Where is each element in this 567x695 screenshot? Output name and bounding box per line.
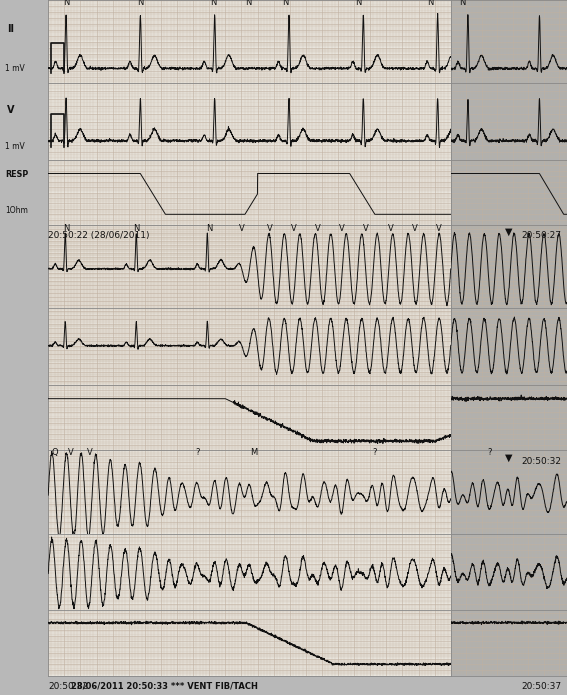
Text: 20:50:32: 20:50:32	[524, 462, 565, 471]
Text: 20:50:37: 20:50:37	[521, 682, 561, 691]
Text: V: V	[412, 224, 417, 233]
Text: N: N	[428, 0, 434, 8]
Text: N: N	[63, 0, 69, 8]
Text: ?: ?	[487, 448, 492, 457]
Text: V: V	[87, 448, 93, 457]
Text: V: V	[339, 224, 345, 233]
Text: II: II	[7, 24, 14, 34]
Text: ?: ?	[372, 448, 376, 457]
Text: 20:50:27: 20:50:27	[49, 464, 89, 473]
Text: V: V	[266, 224, 273, 233]
Text: N: N	[210, 0, 217, 8]
Text: ?: ?	[195, 448, 200, 457]
Text: V: V	[387, 224, 393, 233]
Text: V: V	[291, 224, 297, 233]
Text: 1Ohm: 1Ohm	[5, 206, 28, 215]
Text: N: N	[138, 0, 144, 8]
Text: 20:50:32: 20:50:32	[521, 457, 561, 466]
Text: V: V	[363, 224, 369, 233]
Text: N: N	[63, 224, 69, 233]
Text: N: N	[282, 0, 289, 8]
Text: ▼: ▼	[505, 452, 513, 462]
Text: 1 mV: 1 mV	[5, 142, 24, 151]
Text: 20:50:32: 20:50:32	[48, 682, 88, 691]
Text: M: M	[250, 448, 257, 457]
Text: N: N	[206, 224, 213, 233]
Text: ▼: ▼	[505, 227, 513, 237]
Text: V: V	[436, 224, 442, 233]
Text: V: V	[68, 448, 74, 457]
Text: V: V	[315, 224, 321, 233]
Text: 28/06/2011 20:50:33 *** VENT FIB/TACH: 28/06/2011 20:50:33 *** VENT FIB/TACH	[71, 682, 258, 691]
Text: V: V	[239, 224, 244, 233]
Text: RESP: RESP	[5, 170, 28, 179]
Text: 1 mV: 1 mV	[5, 64, 24, 73]
Text: V: V	[7, 105, 15, 115]
Text: N: N	[134, 224, 140, 233]
Text: N: N	[459, 0, 466, 8]
Text: N: N	[355, 0, 361, 8]
Text: Q: Q	[52, 448, 58, 457]
Text: 20:50:22 (28/06/2011): 20:50:22 (28/06/2011)	[48, 231, 150, 240]
Text: N: N	[245, 0, 251, 8]
Text: 20:50:27: 20:50:27	[521, 231, 561, 240]
